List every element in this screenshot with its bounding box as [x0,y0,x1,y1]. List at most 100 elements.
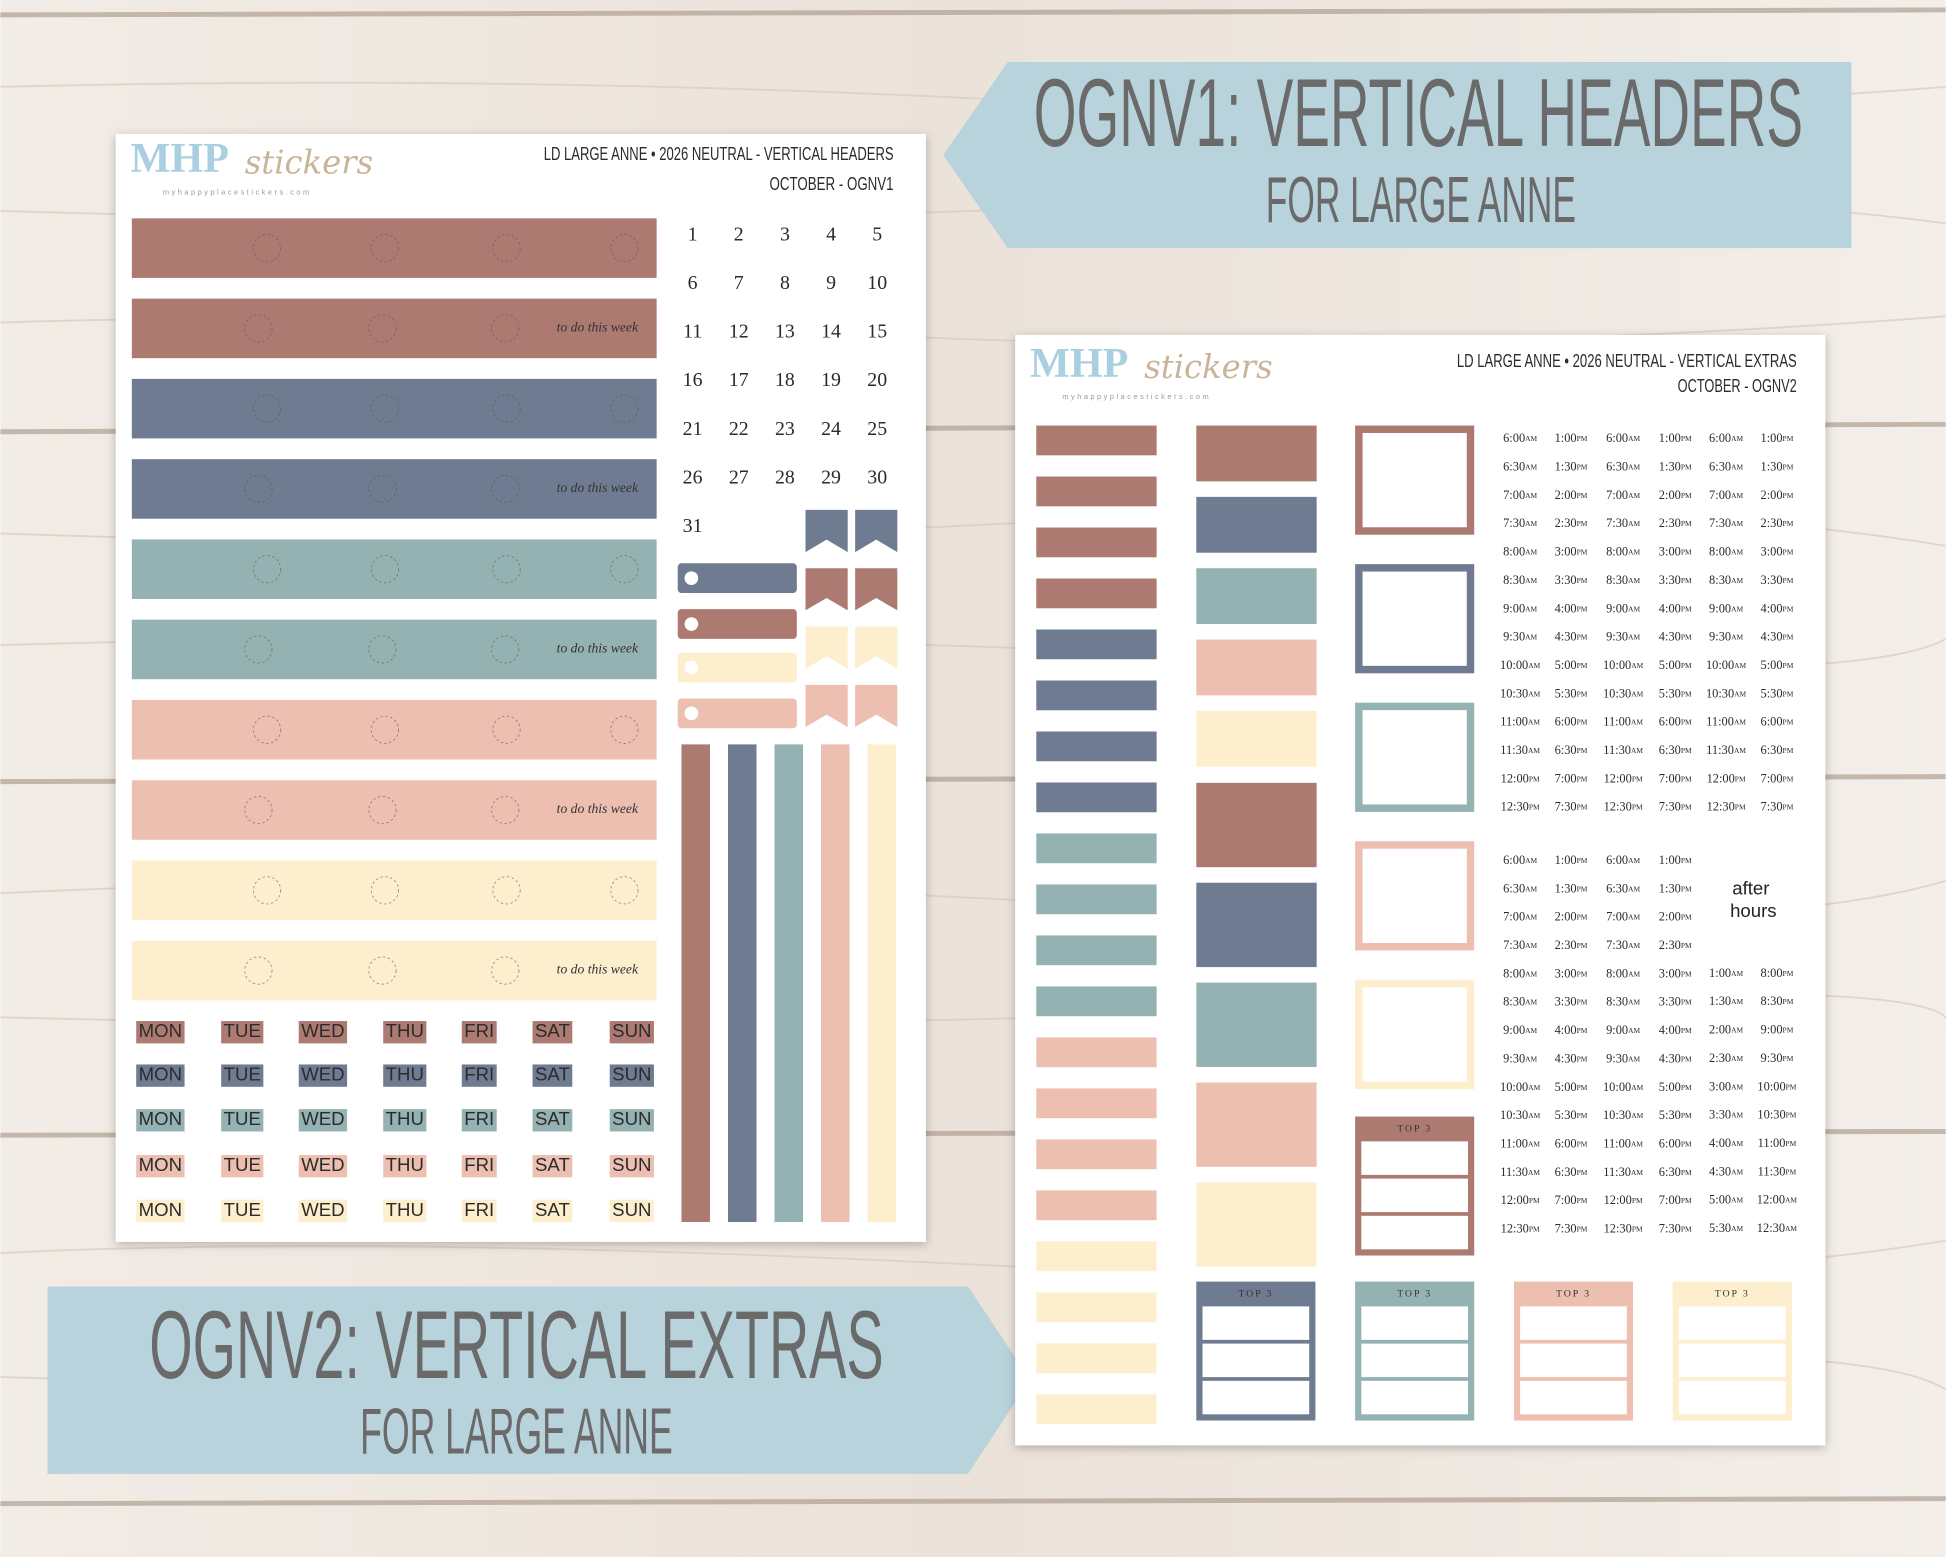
top3-label: TOP 3 [1715,1288,1750,1299]
time-label: 9:00PM [1761,1022,1794,1036]
tab [677,609,797,639]
time-suffix: AM [1528,689,1540,698]
day-label-bg [461,1155,497,1178]
time-suffix: PM [1783,576,1794,585]
checkbox-circle [491,474,520,504]
time-label: 5:00PM [1555,1080,1588,1094]
time-label: 11:00AM [1603,715,1643,729]
time-value: 6:00 [1606,431,1628,445]
time-label: 6:30PM [1761,743,1794,757]
small-bar [1036,1241,1157,1272]
time-label: 6:00PM [1761,715,1794,729]
header-bar [131,940,657,1001]
time-label: 2:00AM [1709,1022,1743,1036]
time-value: 7:30 [1503,938,1525,952]
time-label: 11:30PM [1758,1164,1797,1178]
time-value: 8:30 [1709,573,1731,587]
time-label: 3:00AM [1709,1079,1743,1093]
time-label: 2:30PM [1761,516,1794,530]
time-value: 9:00 [1709,601,1731,615]
large-box [1196,882,1317,968]
time-suffix: PM [1783,689,1794,698]
banner-title: OGNV1: VERTICAL HEADERS [1034,58,1803,167]
day-label: WED [301,1199,344,1220]
top3-line [1520,1306,1627,1340]
checkbox-circle [492,876,521,905]
calendar-date: 1 [688,223,698,245]
day-label-bg [609,1155,654,1178]
time-suffix: PM [1783,604,1794,613]
time-value: 2:00 [1659,488,1681,502]
time-value: 4:30 [1659,1051,1681,1065]
time-value: 11:30 [1706,743,1734,757]
tab-dot [684,571,699,585]
day-label: MON [139,1064,182,1085]
time-suffix: PM [1577,969,1588,978]
checkbox-circle [368,795,397,825]
time-suffix: PM [1577,1026,1588,1035]
time-label: 7:30PM [1761,800,1794,814]
time-label: 8:30AM [1503,995,1537,1009]
flag [855,509,898,553]
time-suffix: PM [1577,1082,1588,1091]
time-value: 6:30 [1555,743,1577,757]
time-label: 6:00AM [1606,431,1640,445]
time-value: 7:00 [1555,771,1577,785]
time-value: 6:00 [1659,1136,1681,1150]
flag [855,568,898,611]
time-suffix: AM [1731,1224,1743,1233]
time-label: 8:30AM [1606,995,1640,1009]
time-suffix: AM [1731,1082,1743,1091]
vertical-strip [681,744,710,1223]
time-value: 6:00 [1761,715,1783,729]
time-value: 12:00 [1604,1193,1632,1207]
checkbox-circle [368,635,397,664]
time-suffix: AM [1731,632,1743,641]
time-value: 2:30 [1555,516,1577,530]
time-suffix: AM [1731,1025,1743,1034]
time-value: 12:30 [1757,1221,1785,1235]
logo-brand: MHP [1030,340,1128,387]
time-value: 1:00 [1659,853,1681,867]
time-value: 11:30 [1603,743,1631,757]
time-suffix: PM [1577,856,1588,865]
time-value: 10:00 [1757,1079,1785,1093]
time-value: 1:30 [1761,459,1783,473]
time-label: 12:00PM [1707,771,1746,785]
time-suffix: AM [1525,604,1537,613]
time-suffix: PM [1783,746,1794,755]
time-label: 4:00PM [1555,601,1588,615]
time-label: 9:30AM [1503,629,1537,643]
time-value: 7:00 [1761,771,1783,785]
header-note: to do this week [557,962,639,977]
time-suffix: PM [1632,774,1643,783]
time-value: 7:30 [1659,800,1681,814]
time-suffix: AM [1734,717,1746,726]
time-label: 4:30PM [1659,629,1692,643]
after-hours: after [1732,877,1769,898]
time-suffix: PM [1783,434,1794,443]
time-label: 5:30PM [1555,686,1588,700]
time-value: 11:00 [1758,1136,1786,1150]
time-label: 3:30AM [1709,1107,1743,1121]
flag [805,626,848,669]
calendar-date: 30 [867,466,887,488]
time-value: 4:30 [1555,1051,1577,1065]
time-suffix: AM [1525,997,1537,1006]
time-label: 12:30PM [1604,1221,1643,1235]
top3-label: TOP 3 [1397,1288,1432,1299]
calendar-date: 3 [780,223,790,245]
time-value: 5:30 [1659,1108,1681,1122]
time-value: 7:30 [1659,1221,1681,1235]
time-value: 2:30 [1555,938,1577,952]
time-label: 1:00AM [1709,966,1743,980]
time-label: 4:00PM [1555,1023,1588,1037]
header-note: to do this week [557,480,639,495]
time-label: 10:30PM [1757,1107,1796,1121]
time-suffix: PM [1577,689,1588,698]
calendar-date: 23 [775,418,795,440]
calendar-date: 31 [683,515,703,537]
time-value: 5:00 [1659,658,1681,672]
time-value: 12:00 [1757,1193,1785,1207]
time-suffix: PM [1577,434,1588,443]
